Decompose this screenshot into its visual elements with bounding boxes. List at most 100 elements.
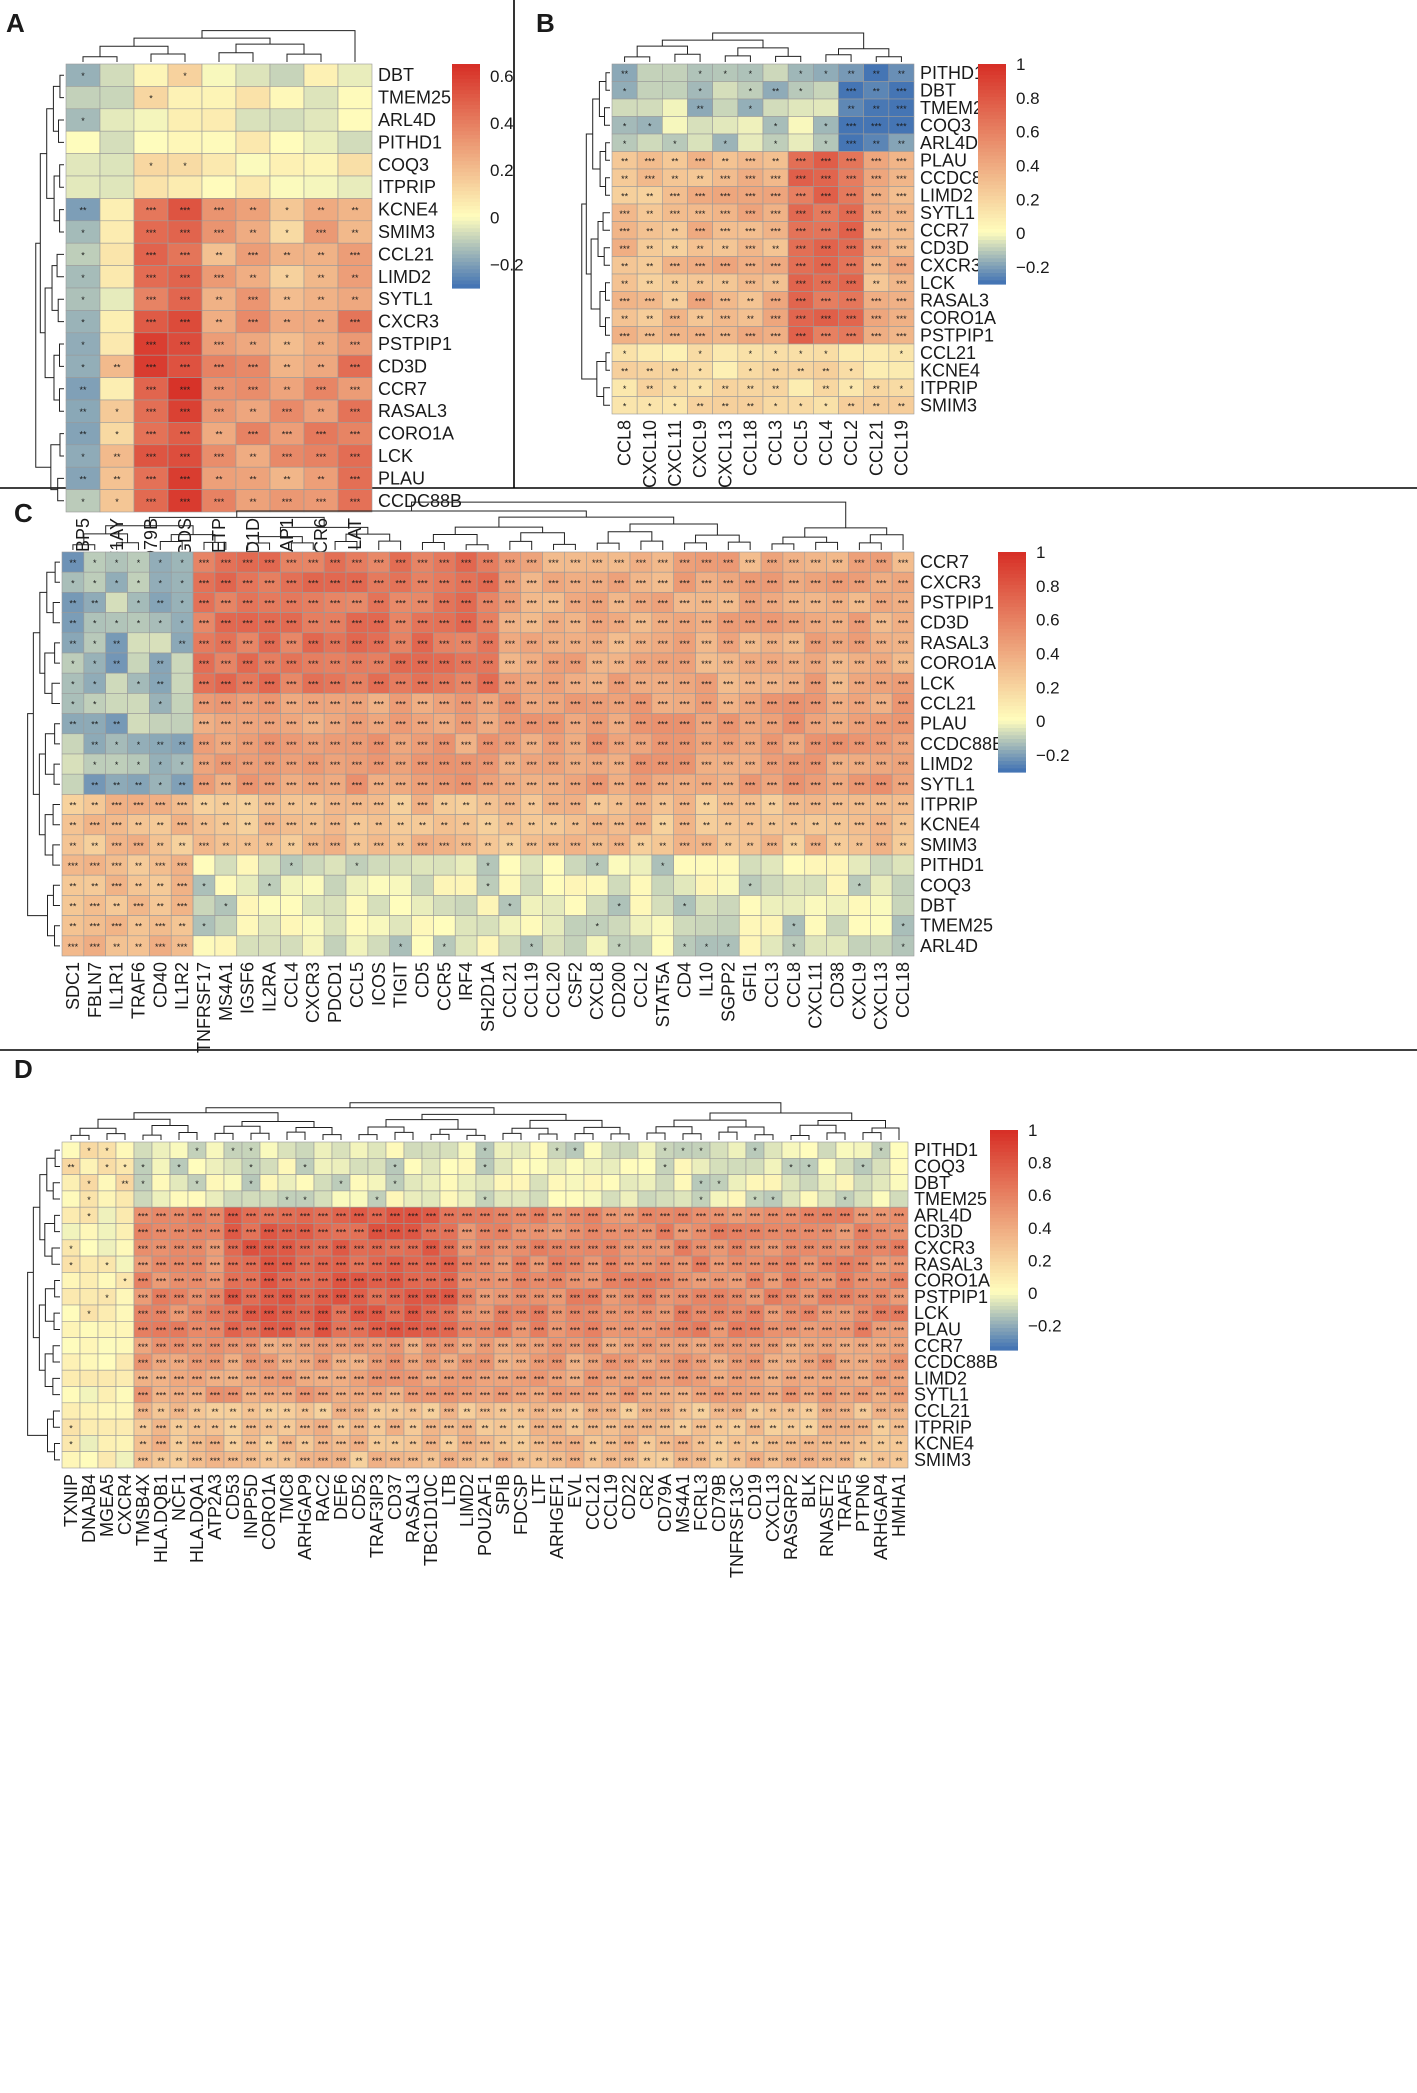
significance-mark: *** [822, 1407, 833, 1417]
significance-mark: *** [658, 700, 669, 710]
heatmap-cell [345, 915, 369, 937]
heatmap-cell [889, 1158, 909, 1175]
dendrogram-branch [38, 753, 46, 836]
significance-mark: *** [138, 1293, 149, 1303]
significance-mark: *** [138, 1391, 149, 1401]
significance-mark: *** [696, 1456, 707, 1466]
significance-mark: *** [350, 474, 361, 484]
significance-mark: *** [822, 1423, 833, 1433]
significance-mark: *** [678, 1342, 689, 1352]
heatmap-cell [421, 1158, 441, 1175]
significance-mark: *** [199, 558, 210, 568]
heatmap-cell [236, 874, 259, 896]
heatmap-cell [79, 1272, 99, 1290]
significance-mark: *** [552, 1423, 563, 1433]
significance-mark: ** [517, 1456, 525, 1466]
dendrogram-branch [367, 1126, 405, 1135]
significance-mark: * [149, 94, 153, 104]
significance-mark: * [508, 902, 512, 912]
significance-mark: *** [570, 801, 581, 811]
significance-mark: *** [264, 1358, 275, 1368]
significance-mark: * [285, 1195, 289, 1205]
significance-mark: *** [498, 1260, 509, 1270]
row-label: RASAL3 [920, 633, 989, 653]
significance-mark: *** [221, 619, 232, 629]
heatmap-cell [385, 1190, 405, 1208]
significance-mark: *** [354, 1391, 365, 1401]
significance-mark: ** [873, 384, 881, 394]
heatmap-cell [586, 874, 609, 896]
heatmap-cell [564, 935, 587, 957]
column-label: LIMD2 [457, 1474, 477, 1527]
significance-mark: *** [483, 679, 494, 689]
significance-mark: ** [441, 821, 449, 831]
significance-mark: *** [804, 1228, 815, 1238]
significance-mark: *** [898, 679, 909, 689]
significance-mark: *** [614, 639, 625, 649]
significance-mark: *** [336, 1244, 347, 1254]
significance-mark: * [81, 295, 85, 305]
significance-mark: *** [695, 156, 706, 166]
significance-mark: *** [636, 558, 647, 568]
significance-mark: *** [624, 1358, 635, 1368]
significance-mark: *** [439, 619, 450, 629]
significance-mark: *** [714, 1325, 725, 1335]
significance-mark: *** [228, 1325, 239, 1335]
column-label: CSF2 [565, 962, 585, 1008]
significance-mark: *** [408, 1293, 419, 1303]
colorbar-segment [998, 687, 1026, 692]
heatmap-cell [385, 1141, 405, 1159]
heatmap-cell [97, 1451, 117, 1469]
significance-mark: *** [658, 578, 669, 588]
heatmap-cell [302, 935, 325, 957]
colorbar-segment [452, 205, 480, 211]
significance-mark: ** [848, 104, 856, 114]
significance-mark: *** [242, 578, 253, 588]
significance-mark: *** [318, 1456, 329, 1466]
heatmap-cell [61, 1337, 81, 1355]
dendrogram-branch [59, 343, 64, 367]
significance-mark: ** [79, 430, 87, 440]
column-label: IGSF6 [238, 962, 258, 1014]
significance-mark: *** [714, 1244, 725, 1254]
significance-mark: *** [642, 1325, 653, 1335]
heatmap-cell [61, 1321, 81, 1338]
significance-mark: *** [146, 385, 157, 395]
significance-mark: *** [282, 1309, 293, 1319]
significance-mark: *** [876, 1391, 887, 1401]
heatmap-cell [787, 133, 814, 152]
significance-mark: *** [658, 720, 669, 730]
significance-mark: ** [283, 474, 291, 484]
heatmap-cell [804, 854, 827, 876]
row-label: PLAU [378, 468, 425, 488]
significance-mark: *** [246, 1260, 257, 1270]
heatmap-cell [223, 1158, 243, 1175]
significance-mark: *** [658, 760, 669, 770]
colorbar-segment [978, 221, 1006, 226]
significance-mark: *** [374, 639, 385, 649]
heatmap-cell [826, 874, 849, 896]
significance-mark: *** [390, 1374, 401, 1384]
dendrogram-branch [502, 1132, 522, 1140]
colorbar-segment [978, 269, 1006, 274]
significance-mark: *** [548, 720, 559, 730]
significance-mark: *** [592, 700, 603, 710]
significance-mark: *** [642, 1342, 653, 1352]
dendrogram-branch [858, 542, 882, 550]
colorbar-segment [990, 1262, 1018, 1267]
significance-mark: *** [679, 841, 690, 851]
significance-mark: ** [463, 801, 471, 811]
significance-mark: *** [840, 1260, 851, 1270]
heatmap-cell [269, 175, 305, 199]
significance-mark: * [753, 1195, 757, 1205]
dendrogram-branch [50, 444, 60, 491]
column-label: CXCL11 [806, 962, 826, 1029]
colorbar-segment [990, 1313, 1018, 1318]
significance-mark: *** [516, 1391, 527, 1401]
significance-mark: *** [786, 1374, 797, 1384]
significance-mark: *** [417, 599, 428, 609]
significance-mark: *** [214, 385, 225, 395]
significance-mark: *** [180, 362, 191, 372]
significance-mark: ** [589, 1456, 597, 1466]
significance-mark: * [699, 1146, 703, 1156]
